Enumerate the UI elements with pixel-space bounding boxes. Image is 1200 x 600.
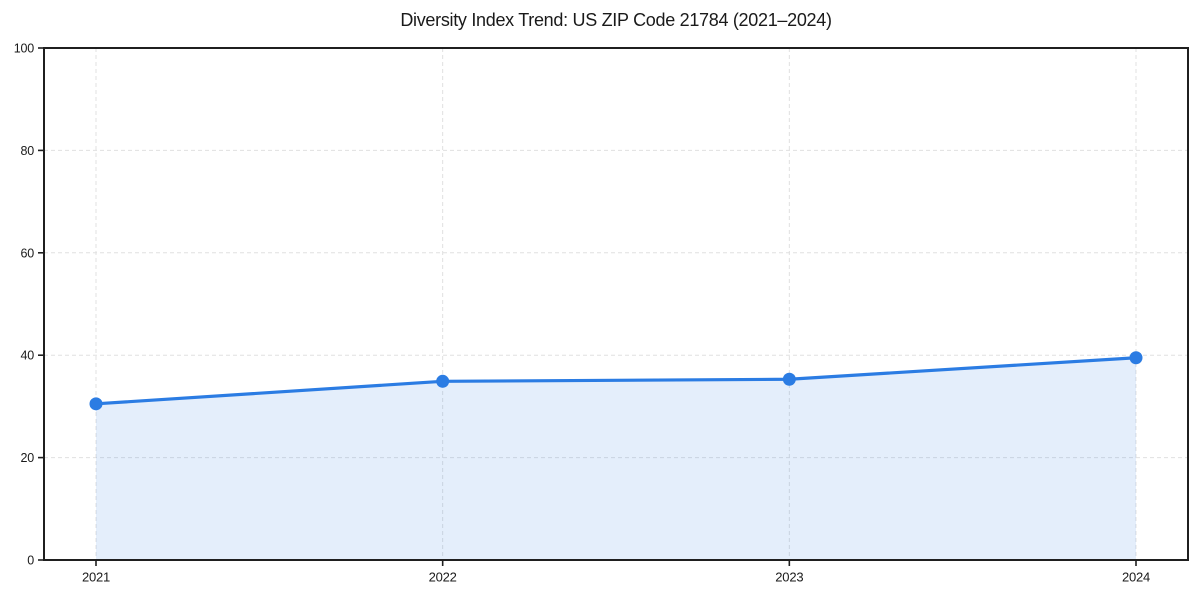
chart-title: Diversity Index Trend: US ZIP Code 21784…: [400, 10, 832, 30]
y-tick-label: 60: [20, 246, 34, 260]
y-tick-label: 80: [20, 144, 34, 158]
x-tick-label: 2021: [82, 570, 110, 585]
data-point-2021[interactable]: [89, 397, 103, 411]
data-point-2022[interactable]: [436, 374, 450, 388]
data-point-2024[interactable]: [1129, 351, 1143, 365]
y-tick-label: 100: [14, 42, 35, 56]
x-tick-label: 2022: [429, 570, 457, 585]
area-fill: [96, 357, 1136, 560]
y-tick-label: 0: [27, 554, 34, 568]
y-tick-label: 40: [20, 349, 34, 363]
y-tick-label: 20: [20, 451, 34, 465]
plot-border: [43, 47, 1189, 561]
x-tick-label: 2024: [1122, 570, 1150, 585]
x-tick-label: 2023: [775, 570, 803, 585]
data-point-2023[interactable]: [782, 372, 796, 386]
trend-line: [94, 356, 1138, 406]
